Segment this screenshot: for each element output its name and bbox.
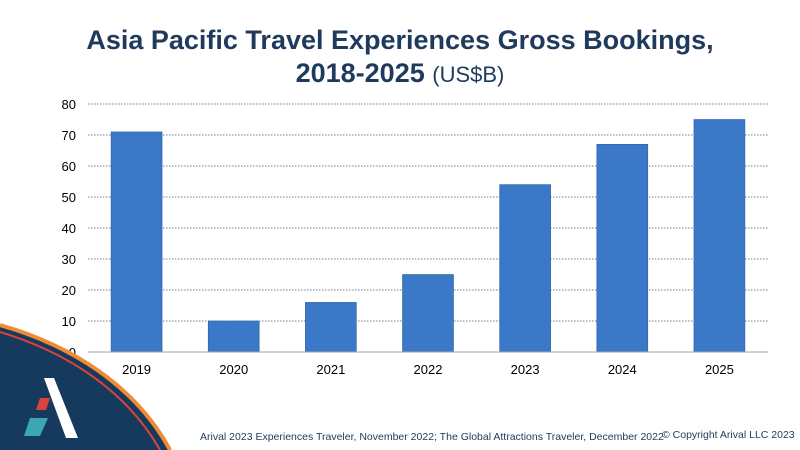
- x-tick-label: 2021: [316, 362, 345, 377]
- y-tick-label: 10: [62, 314, 76, 329]
- title-years: 2018-2025: [295, 58, 425, 88]
- y-tick-label: 70: [62, 128, 76, 143]
- title-unit: (US$B): [432, 62, 505, 87]
- x-tick-label: 2024: [608, 362, 637, 377]
- bar: [207, 320, 260, 353]
- y-tick-label: 20: [62, 283, 76, 298]
- bar: [596, 144, 649, 353]
- title-line-1: Asia Pacific Travel Experiences Gross Bo…: [86, 25, 714, 55]
- x-tick-label: 2023: [511, 362, 540, 377]
- x-tick-label: 2019: [122, 362, 151, 377]
- chart-title: Asia Pacific Travel Experiences Gross Bo…: [0, 24, 800, 91]
- x-tick-label: 2020: [219, 362, 248, 377]
- y-tick-label: 50: [62, 190, 76, 205]
- y-tick-label: 60: [62, 159, 76, 174]
- x-tick-label: 2025: [705, 362, 734, 377]
- bar: [110, 131, 163, 353]
- y-tick-label: 80: [62, 97, 76, 112]
- bar: [402, 274, 454, 353]
- footer-copyright: © Copyright Arival LLC 2023: [662, 429, 795, 441]
- footer-source: Arival 2023 Experiences Traveler, Novemb…: [200, 431, 664, 443]
- y-tick-label: 30: [62, 252, 76, 267]
- bar: [693, 119, 746, 353]
- bar: [499, 184, 551, 353]
- bar: [305, 302, 357, 353]
- title-line-2: 2018-2025 (US$B): [0, 57, 800, 91]
- x-tick-label: 2022: [414, 362, 443, 377]
- y-tick-label: 40: [62, 221, 76, 236]
